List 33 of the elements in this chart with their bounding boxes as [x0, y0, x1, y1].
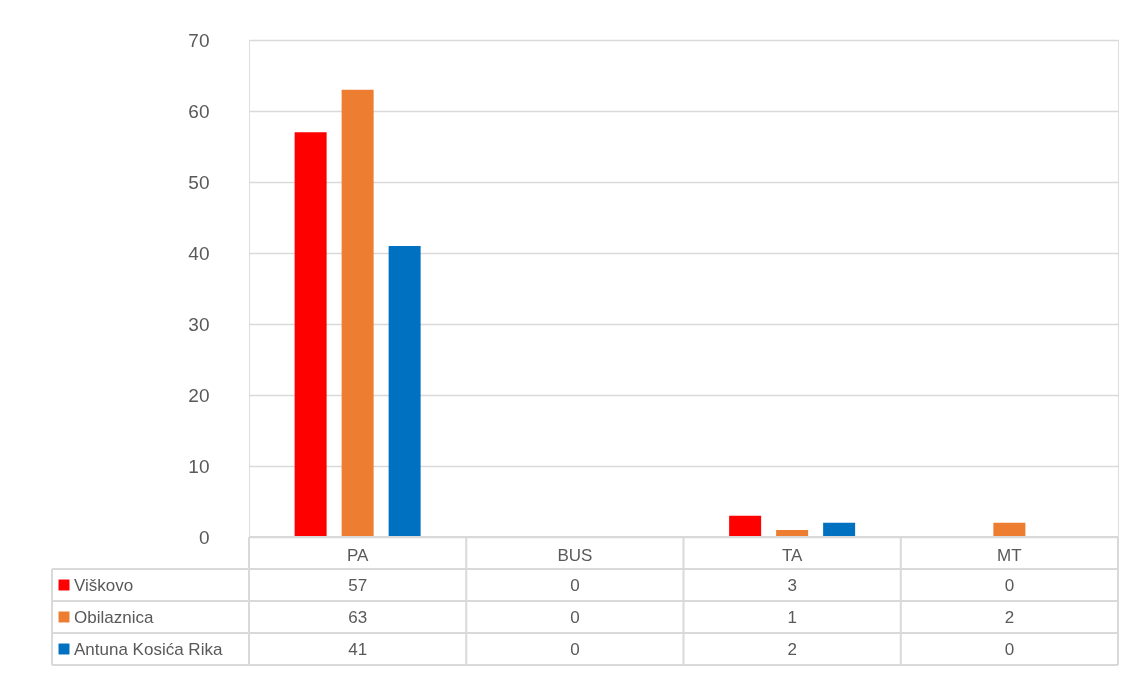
data-label: 0 — [570, 576, 580, 595]
y-tick-label: 50 — [188, 171, 210, 193]
data-label: 57 — [348, 576, 368, 595]
x-tick-label: MT — [997, 545, 1022, 565]
x-tick-label: BUS — [557, 545, 593, 565]
legend-label: Antuna Kosića Rika — [74, 640, 223, 659]
bar — [729, 515, 762, 537]
y-tick-label: 10 — [188, 455, 210, 477]
bar — [341, 89, 374, 537]
bar — [294, 132, 327, 537]
y-tick-label: 60 — [188, 100, 210, 122]
x-tick-label: PA — [346, 545, 369, 565]
data-label: 1 — [787, 608, 797, 627]
y-tick-label: 30 — [188, 313, 210, 335]
data-label: 41 — [348, 640, 368, 659]
data-label: 0 — [570, 608, 580, 627]
data-label: 2 — [787, 640, 797, 659]
y-tick-label: 0 — [198, 526, 210, 548]
bar — [388, 245, 421, 537]
y-tick-label: 70 — [188, 29, 210, 51]
data-label: 0 — [570, 640, 580, 659]
bar — [823, 522, 856, 537]
data-label: 2 — [1004, 608, 1015, 627]
data-label: 3 — [787, 576, 797, 595]
legend-label: Viškovo — [74, 576, 134, 595]
y-tick-label: 40 — [188, 242, 210, 264]
data-label: 0 — [1004, 576, 1015, 595]
data-label: 63 — [348, 608, 368, 627]
bar — [993, 522, 1026, 537]
legend-label: Obilaznica — [74, 608, 154, 627]
y-tick-label: 20 — [188, 384, 210, 406]
x-tick-label: TA — [781, 545, 804, 565]
data-label: 0 — [1004, 640, 1015, 659]
